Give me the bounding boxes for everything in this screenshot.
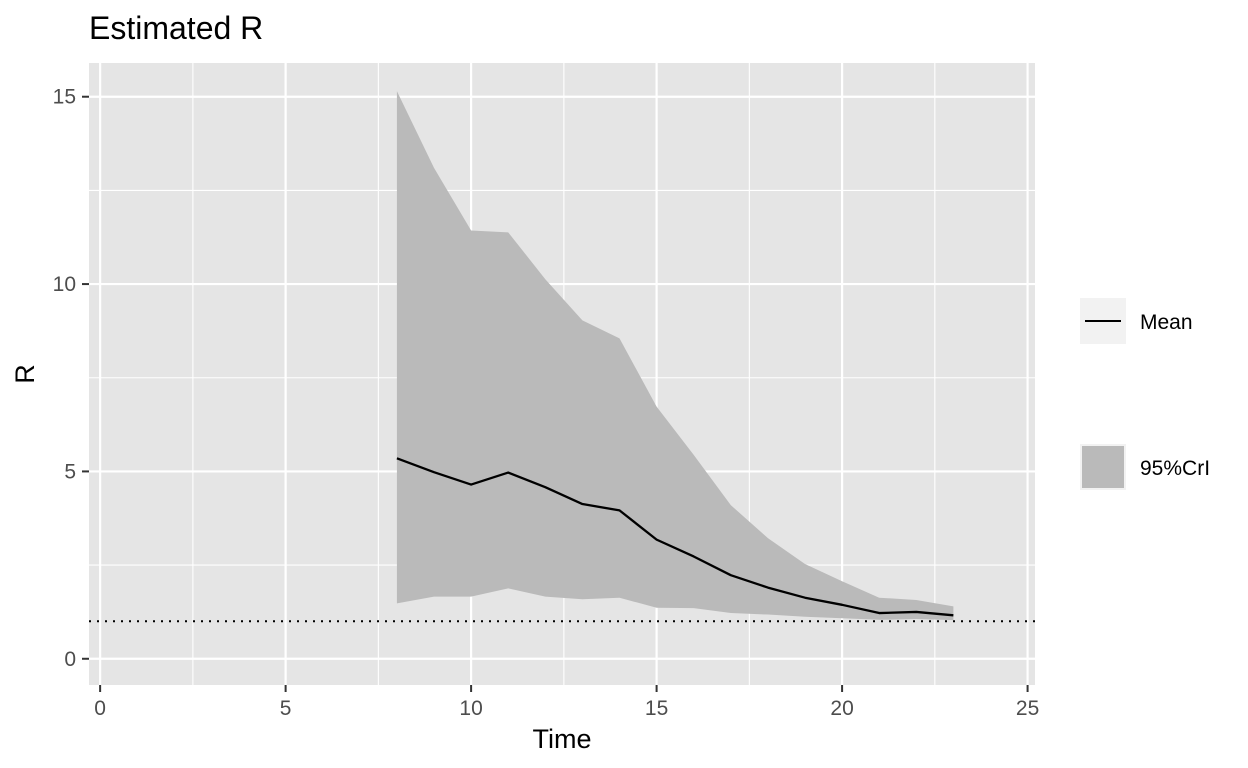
legend-label-cri: 95%CrI bbox=[1140, 457, 1210, 480]
y-tick-label: 5 bbox=[64, 460, 76, 483]
x-tick-label: 5 bbox=[280, 697, 292, 720]
ribbon-95-cri bbox=[396, 91, 954, 621]
chart-title: Estimated R bbox=[89, 10, 263, 46]
y-tick-label: 0 bbox=[64, 648, 76, 671]
x-tick-label: 25 bbox=[1016, 697, 1039, 720]
x-tick-label: 20 bbox=[830, 697, 853, 720]
x-axis-title: Time bbox=[533, 724, 592, 754]
legend-key-cri-fill bbox=[1082, 446, 1124, 488]
y-tick-label: 15 bbox=[53, 86, 76, 109]
legend-label-mean: Mean bbox=[1140, 311, 1193, 334]
y-tick-label: 10 bbox=[53, 273, 76, 296]
legend: Mean 95%CrI bbox=[1080, 298, 1210, 490]
mean-line-layer bbox=[396, 457, 954, 617]
ribbon-layer bbox=[396, 91, 954, 621]
x-tick-label: 15 bbox=[645, 697, 668, 720]
y-axis: 0 5 10 15 bbox=[53, 86, 89, 671]
x-tick-label: 10 bbox=[459, 697, 482, 720]
y-axis-title: R bbox=[10, 364, 40, 384]
x-axis: 0 5 10 15 20 25 bbox=[94, 685, 1039, 720]
x-tick-label: 0 bbox=[94, 697, 106, 720]
mean-line bbox=[396, 457, 954, 617]
